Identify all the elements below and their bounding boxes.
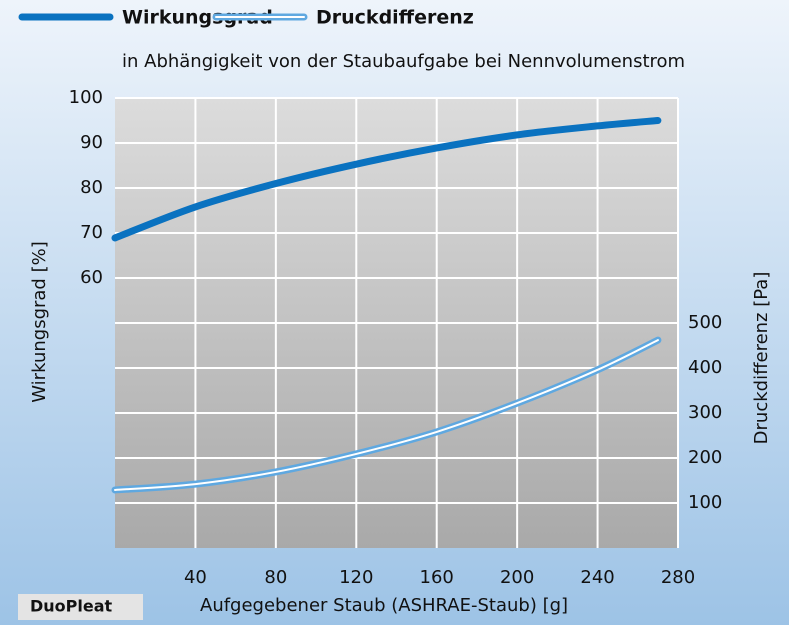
subtitle: in Abhängigkeit von der Staubaufgabe bei… [122,51,685,72]
legend-label: Wirkungsgrad [122,7,273,29]
series-line [111,117,662,242]
y2-tick-label: 500 [688,312,722,333]
x-tick-label: 40 [184,567,207,588]
x-tick-label: 280 [661,567,695,588]
y-axis-label: Wirkungsgrad [%] [29,241,50,402]
x-tick-label: 160 [420,567,454,588]
y2-tick-label: 100 [688,492,722,513]
badge: DuoPleat [30,597,113,616]
x-axis-label: Aufgegebener Staub (ASHRAE-Staub) [g] [200,595,568,616]
y-tick-label: 100 [69,87,103,108]
y2-axis-label: Druckdifferenz [Pa] [751,272,772,445]
y-tick-label: 60 [80,267,103,288]
y-tick-label: 70 [80,222,103,243]
legend-label: Druckdifferenz [316,7,474,29]
series-line-inner [114,339,659,491]
y2-tick-label: 400 [688,357,722,378]
y2-tick-label: 200 [688,447,722,468]
x-tick-label: 200 [500,567,534,588]
y-tick-label: 90 [80,132,103,153]
y2-tick-label: 300 [688,402,722,423]
x-tick-label: 120 [339,567,373,588]
badge-box [18,594,143,620]
x-tick-label: 240 [580,567,614,588]
x-tick-label: 80 [264,567,287,588]
y-tick-label: 80 [80,177,103,198]
